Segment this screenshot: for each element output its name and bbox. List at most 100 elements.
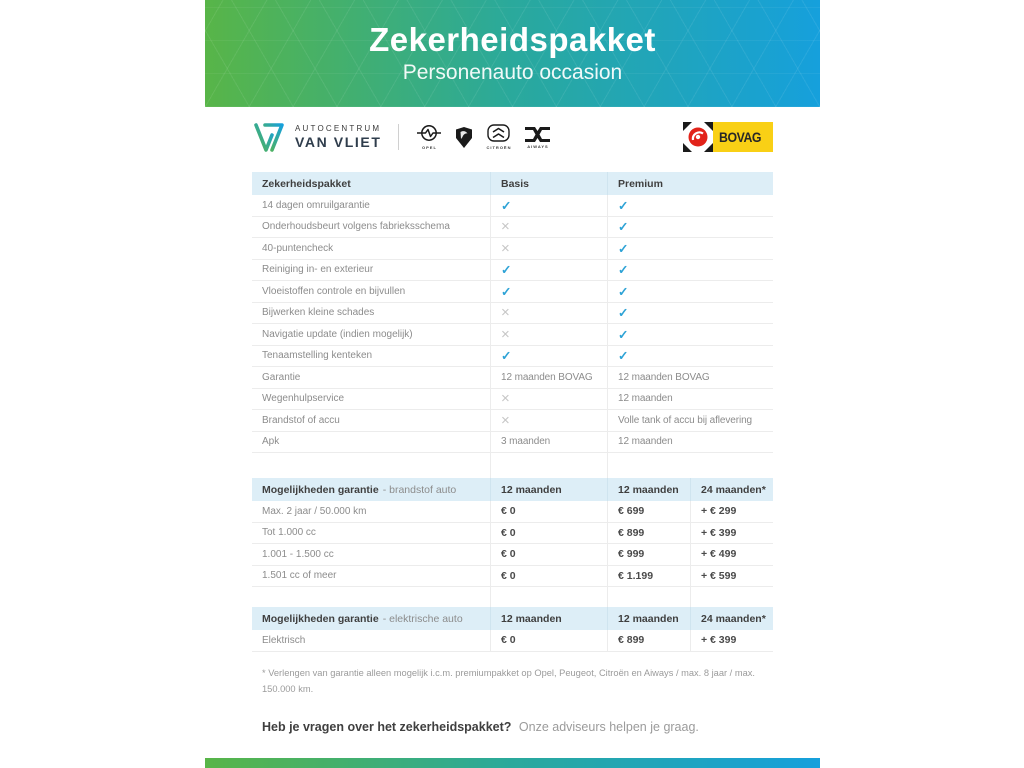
column-header-12m-2: 12 maanden [607, 478, 690, 501]
row-label: 1.001 - 1.500 cc [262, 548, 334, 560]
column-header-package: Zekerheidspakket [262, 177, 351, 190]
table-row: 40-puntencheck × ✓ [252, 238, 773, 260]
row-value: ✓ [607, 216, 773, 237]
table-row: Navigatie update (indien mogelijk) × ✓ [252, 324, 773, 346]
fuel-table-body: Max. 2 jaar / 50.000 km € 0 € 699 + € 299 To… [252, 501, 773, 587]
row-value: 12 maanden [607, 388, 773, 409]
aiways-icon [525, 126, 551, 142]
electric-title-bold: Mogelijkheden garantie [262, 612, 379, 625]
check-icon: ✓ [501, 198, 512, 213]
brand-logo-aiways: AIWAYS [524, 126, 551, 149]
row-value: € 0 [490, 544, 607, 565]
table-row: Garantie 12 maanden BOVAG 12 maanden BOVAG [252, 367, 773, 389]
check-icon: ✓ [618, 220, 629, 235]
package-table-header: Zekerheidspakket Basis Premium [252, 172, 773, 195]
row-label: Reiniging in- en exterieur [262, 264, 374, 276]
table-row: Bijwerken kleine schades × ✓ [252, 302, 773, 324]
column-header-fuel-title: Mogelijkheden garantie - brandstof auto [252, 478, 490, 501]
row-value: 12 maanden BOVAG [607, 367, 773, 388]
brand-logo-peugeot [455, 126, 473, 149]
row-value: ✓ [607, 281, 773, 302]
row-value: ✓ [607, 345, 773, 366]
row-value: ✓ [490, 281, 607, 302]
cross-icon: × [501, 218, 510, 236]
row-value: Volle tank of accu bij aflevering [607, 410, 773, 431]
check-icon: ✓ [618, 327, 629, 342]
fuel-table-header: Mogelijkheden garantie - brandstof auto … [252, 478, 773, 501]
brand-caption: CITROËN [486, 145, 512, 150]
brand-caption: OPEL [422, 145, 437, 150]
dealer-name: AUTOCENTRUM VAN VLIET [295, 124, 381, 149]
cross-icon: × [501, 411, 510, 429]
row-value: × [490, 302, 607, 323]
table-row: Max. 2 jaar / 50.000 km € 0 € 699 + € 299 [252, 501, 773, 523]
check-icon: ✓ [618, 263, 629, 278]
page-title: Zekerheidspakket [369, 20, 656, 58]
footer-question: Heb je vragen over het zekerheidspakket?… [262, 720, 773, 734]
electric-table-body: Elektrisch € 0 € 899 + € 399 [252, 630, 773, 652]
check-icon: ✓ [618, 306, 629, 321]
row-label: 14 dagen omruilgarantie [262, 199, 370, 211]
row-value: 3 maanden [490, 431, 607, 452]
row-value: € 1.199 [607, 565, 690, 586]
bottom-gradient-bar [205, 758, 820, 768]
table-row: Onderhoudsbeurt volgens fabrieksschema × ✓ [252, 216, 773, 238]
row-label: 40-puntencheck [262, 242, 334, 254]
opel-icon [417, 125, 442, 141]
package-table-body: 14 dagen omruilgarantie ✓ ✓ Onderhoudsbeurt… [252, 195, 773, 453]
cross-icon: × [501, 390, 510, 408]
row-label: Elektrisch [262, 634, 306, 646]
column-header-12m: 12 maanden [490, 478, 607, 501]
column-header-24m: 24 maanden* [690, 607, 773, 630]
table-row: Vloeistoffen controle en bijvullen ✓ ✓ [252, 281, 773, 303]
row-value: × [490, 410, 607, 431]
footer-question-rest: Onze adviseurs helpen je graag. [518, 720, 699, 735]
check-icon: ✓ [501, 284, 512, 299]
row-label: Tot 1.000 cc [262, 527, 316, 539]
row-label: Garantie [262, 371, 301, 383]
table-spacer [252, 587, 773, 607]
row-value: € 899 [607, 630, 690, 651]
van-vliet-mark-icon [254, 123, 284, 152]
row-label: Tenaamstelling kenteken [262, 350, 373, 362]
bovag-logo: BOVAG [683, 122, 773, 152]
row-label: Wegenhulpservice [262, 393, 345, 405]
row-value: × [490, 216, 607, 237]
peugeot-icon [456, 126, 473, 148]
row-value: ✓ [607, 238, 773, 259]
row-label: Brandstof of accu [262, 414, 340, 426]
table-row: Elektrisch € 0 € 899 + € 399 [252, 630, 773, 652]
row-label: Apk [262, 436, 280, 448]
row-label: Navigatie update (indien mogelijk) [262, 328, 413, 340]
logo-row: AUTOCENTRUM VAN VLIET OPEL [252, 114, 773, 160]
check-icon: ✓ [618, 198, 629, 213]
row-label: Onderhoudsbeurt volgens fabrieksschema [262, 221, 450, 233]
row-value: ✓ [607, 324, 773, 345]
table-row: Wegenhulpservice × 12 maanden [252, 388, 773, 410]
dealer-name-bottom: VAN VLIET [295, 133, 382, 150]
row-value: € 0 [490, 501, 607, 522]
table-row: Brandstof of accu × Volle tank of accu bij… [252, 410, 773, 432]
row-value: 12 maanden BOVAG [490, 367, 607, 388]
row-value: € 699 [607, 501, 690, 522]
row-value: × [490, 388, 607, 409]
electric-title-rest: - elektrische auto [382, 612, 463, 625]
fuel-title-bold: Mogelijkheden garantie [262, 483, 379, 496]
dealer-logo: AUTOCENTRUM VAN VLIET [252, 119, 381, 155]
dealer-name-top: AUTOCENTRUM [295, 124, 382, 134]
bovag-icon [683, 122, 714, 152]
column-header-12m-2: 12 maanden [607, 607, 690, 630]
row-value: × [490, 324, 607, 345]
check-icon: ✓ [501, 263, 512, 278]
check-icon: ✓ [618, 241, 629, 256]
table-row: Tenaamstelling kenteken ✓ ✓ [252, 345, 773, 367]
table-row: 14 dagen omruilgarantie ✓ ✓ [252, 195, 773, 217]
row-value: ✓ [490, 259, 607, 280]
row-label: 1.501 cc of meer [262, 570, 337, 582]
row-value: × [490, 238, 607, 259]
logo-divider [398, 124, 400, 150]
check-icon: ✓ [501, 349, 512, 364]
row-value: € 0 [490, 565, 607, 586]
column-header-electric-title: Mogelijkheden garantie - elektrische aut… [252, 607, 490, 630]
cross-icon: × [501, 325, 510, 343]
